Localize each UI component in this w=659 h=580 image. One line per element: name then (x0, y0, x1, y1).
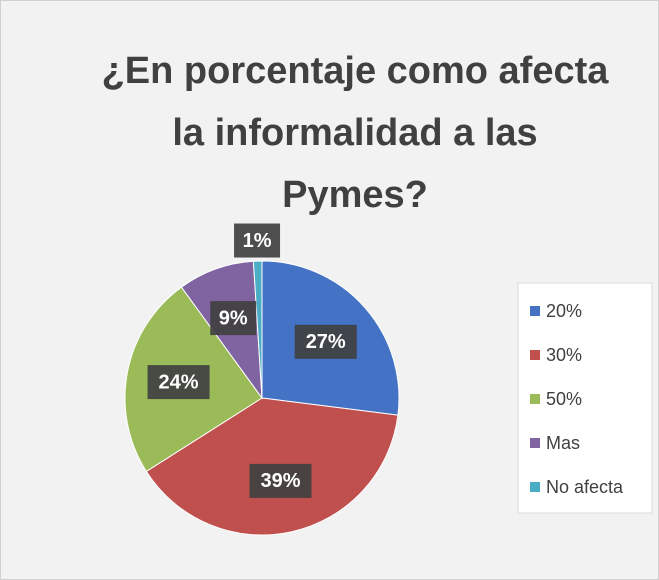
data-label: 24% (159, 371, 199, 393)
legend-swatch (530, 482, 540, 492)
data-label: 27% (306, 331, 346, 353)
data-label-box (294, 324, 357, 359)
data-label-box (147, 365, 210, 400)
legend-label: 50% (546, 389, 582, 409)
legend-label: Mas (546, 433, 580, 453)
data-label: 39% (261, 470, 301, 492)
legend-label: No afecta (546, 477, 624, 497)
data-label-box (234, 223, 281, 258)
data-label-box (210, 301, 257, 336)
pie-slice (252, 260, 263, 399)
legend-swatch (530, 438, 540, 448)
data-label-box (249, 463, 312, 498)
legend-swatch (530, 306, 540, 316)
legend-label: 20% (546, 301, 582, 321)
legend-box (517, 282, 653, 514)
data-label: 9% (219, 307, 248, 329)
legend-swatch (530, 394, 540, 404)
chart-title: ¿En porcentaje como afecta la informalid… (101, 50, 609, 216)
legend-swatch (530, 350, 540, 360)
data-label: 1% (243, 230, 272, 252)
legend-label: 30% (546, 345, 582, 365)
